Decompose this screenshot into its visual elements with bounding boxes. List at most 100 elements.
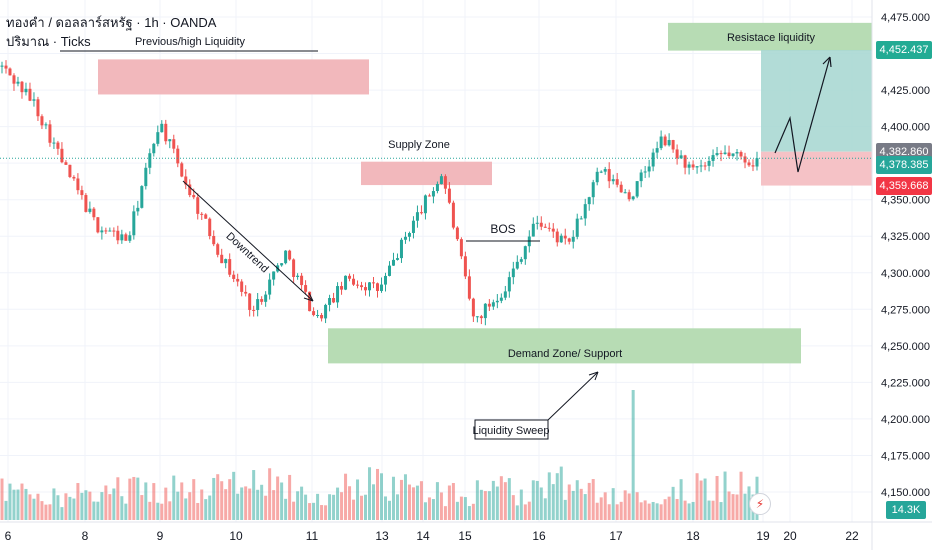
volume-bar	[495, 486, 499, 520]
candle	[80, 190, 84, 196]
volume-bar	[204, 499, 208, 520]
candle	[344, 275, 348, 290]
resistance-label: Resistace liquidity	[727, 32, 816, 44]
candle	[395, 258, 399, 260]
candle	[451, 202, 455, 228]
volume-bar	[523, 504, 527, 520]
x-tick-label: 20	[783, 529, 797, 543]
candle	[723, 152, 727, 155]
candle	[383, 275, 387, 285]
candle	[116, 230, 120, 241]
candle	[475, 316, 479, 318]
volume-bar	[352, 499, 356, 520]
candle	[148, 153, 152, 168]
candle	[435, 184, 439, 192]
candle	[288, 250, 292, 260]
candle	[715, 153, 719, 156]
candle	[184, 176, 188, 185]
volume-bar	[539, 487, 543, 520]
volume-bar	[563, 499, 567, 520]
volume-bar	[296, 491, 300, 520]
volume-bar	[463, 497, 467, 520]
volume-bar	[395, 494, 399, 520]
volume-bar	[156, 502, 160, 520]
candle	[76, 178, 80, 191]
candle	[40, 116, 44, 126]
candle	[551, 228, 555, 232]
candle	[8, 68, 12, 76]
volume-bar	[603, 492, 607, 520]
volume-bar	[216, 474, 220, 520]
candle	[735, 152, 739, 154]
candle	[579, 218, 583, 220]
volume-bar	[316, 493, 320, 520]
volume-bar	[248, 488, 252, 520]
volume-bar	[683, 500, 687, 520]
volume-bar	[244, 486, 248, 520]
candle	[268, 279, 272, 295]
candle	[92, 208, 96, 218]
candle	[539, 222, 543, 227]
candle	[136, 207, 140, 212]
volume-bar	[419, 481, 423, 520]
candle	[88, 208, 92, 212]
volume-bar	[651, 501, 655, 520]
candle	[727, 152, 731, 156]
x-tick-label: 15	[458, 529, 472, 543]
volume-bar	[20, 483, 24, 520]
candle	[651, 152, 655, 167]
y-tick-label: 4,225.000	[881, 377, 930, 389]
candle	[196, 197, 200, 214]
stop-loss-box	[761, 151, 872, 186]
volume-bar	[627, 493, 631, 520]
volume-bar	[739, 471, 743, 520]
y-tick-label: 4,475.000	[881, 12, 930, 24]
volume-bar	[120, 496, 124, 520]
candle	[547, 227, 551, 229]
candle	[204, 214, 208, 219]
candle	[603, 169, 607, 172]
candle	[44, 124, 48, 126]
resistance-liquidity-zone	[668, 22, 872, 51]
candle	[192, 195, 196, 198]
candle	[415, 212, 419, 221]
volume-bar	[144, 482, 148, 520]
volume-bar	[28, 494, 32, 520]
volume-bar	[140, 495, 144, 520]
candle	[679, 155, 683, 159]
candle	[463, 256, 467, 277]
candle	[459, 239, 463, 257]
candle	[559, 235, 563, 243]
volume-bar	[719, 502, 723, 520]
volume-bar	[280, 482, 284, 520]
candle	[595, 171, 599, 183]
lightning-icon[interactable]: ⚡	[749, 493, 771, 515]
volume-bar	[0, 478, 4, 520]
volume-bar	[320, 505, 324, 520]
y-tick-label: 4,275.000	[881, 304, 930, 316]
volume-bar	[431, 499, 435, 520]
candle	[703, 165, 707, 167]
y-tick-label: 4,300.000	[881, 268, 930, 280]
bos-label: BOS	[490, 222, 515, 236]
sweep-arrow	[547, 371, 599, 421]
candle	[372, 282, 376, 284]
volume-bar	[292, 501, 296, 520]
candle	[503, 291, 507, 298]
x-tick-label: 18	[686, 529, 700, 543]
volume-bar	[324, 505, 328, 520]
candle	[647, 166, 651, 172]
volume-bar	[348, 486, 352, 520]
candle	[12, 75, 16, 84]
candle	[599, 171, 603, 173]
candle	[643, 171, 647, 173]
volume-bar	[44, 504, 48, 520]
volume-bar	[160, 503, 164, 520]
candle	[707, 160, 711, 166]
volume-bar	[723, 471, 727, 520]
candle	[320, 315, 324, 319]
volume-bar	[711, 500, 715, 520]
candle	[583, 204, 587, 219]
volume-bar	[88, 491, 92, 520]
